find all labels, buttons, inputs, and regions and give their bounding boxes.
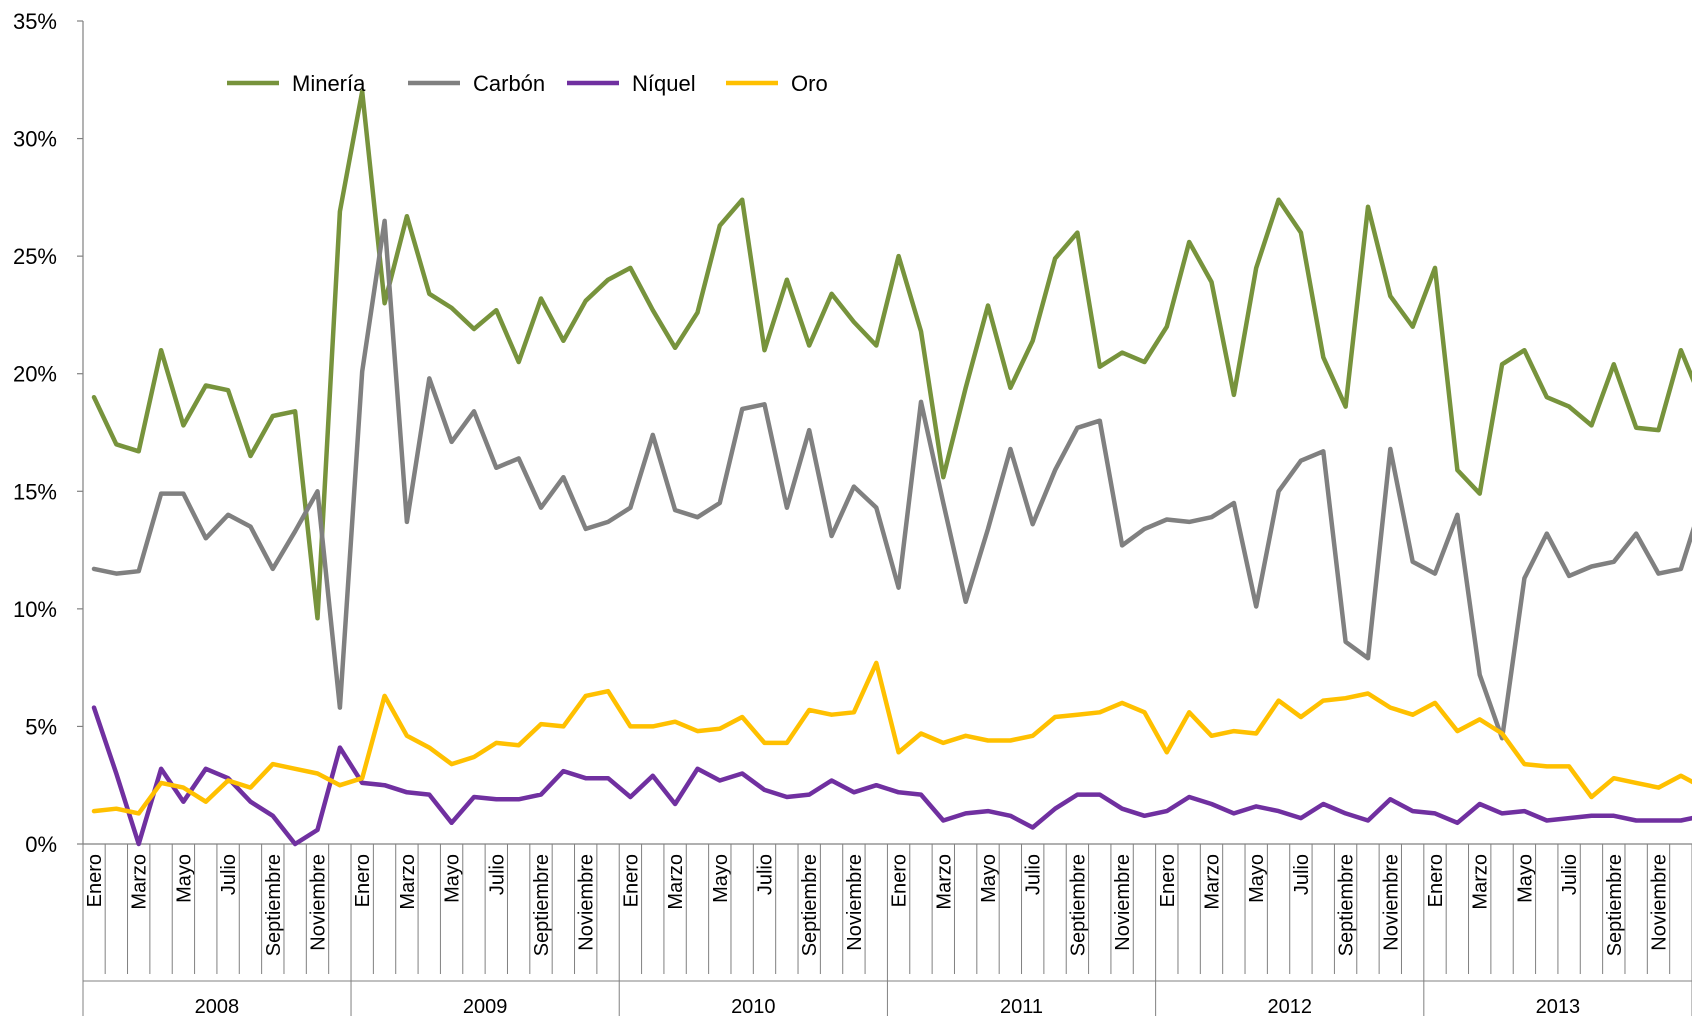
legend-label: Oro	[791, 71, 828, 96]
year-label: 2009	[463, 996, 508, 1016]
legend-label: Níquel	[632, 71, 696, 96]
y-tick-label: 5%	[25, 714, 57, 739]
month-label: Enero	[1157, 854, 1179, 907]
month-label: Noviembre	[1649, 854, 1671, 951]
month-label: Septiembre	[263, 854, 285, 956]
month-label: Mayo	[1514, 854, 1536, 903]
month-label: Marzo	[1470, 854, 1492, 910]
month-label: Enero	[620, 854, 642, 907]
month-label: Septiembre	[799, 854, 821, 956]
year-label: 2010	[731, 996, 776, 1016]
series-line-Oro	[91, 660, 1692, 816]
month-label: Septiembre	[1067, 854, 1089, 956]
legend: Minería Carbón Níquel Oro	[227, 71, 828, 96]
month-label: Marzo	[665, 854, 687, 910]
y-axis: 0% 5% 10% 15% 20% 25% 30% 35%	[13, 9, 84, 857]
year-label: 2008	[195, 996, 240, 1016]
y-tick-label: 15%	[13, 479, 57, 504]
month-label: Mayo	[1246, 854, 1268, 903]
series-line-Níquel	[91, 705, 1692, 847]
month-label: Mayo	[173, 854, 195, 903]
series-line-Carbón	[91, 218, 1692, 741]
y-tick-label: 30%	[13, 127, 57, 152]
month-label: Mayo	[442, 854, 464, 903]
month-label: Noviembre	[576, 854, 598, 951]
series-line-Minería	[91, 89, 1692, 621]
y-tick-label: 20%	[13, 362, 57, 387]
month-label: Marzo	[933, 854, 955, 910]
month-label: Marzo	[397, 854, 419, 910]
month-label: Julio	[218, 854, 240, 895]
month-label: Noviembre	[1380, 854, 1402, 951]
month-label: Noviembre	[844, 854, 866, 951]
month-label: Septiembre	[1336, 854, 1358, 956]
month-label: Julio	[755, 854, 777, 895]
month-label: Noviembre	[1112, 854, 1134, 951]
legend-label: Minería	[292, 71, 366, 96]
month-label: Marzo	[129, 854, 151, 910]
x-axis: Enero Marzo Mayo Julio Septiembre Noviembre 20…	[82, 843, 1692, 1016]
month-label: Enero	[1425, 854, 1447, 907]
month-label: Septiembre	[531, 854, 553, 956]
month-label: Noviembre	[308, 854, 330, 951]
month-label: Septiembre	[1604, 854, 1626, 956]
month-label: Marzo	[1202, 854, 1224, 910]
month-label: Enero	[889, 854, 911, 907]
y-tick-label: 25%	[13, 244, 57, 269]
y-tick-label: 35%	[13, 9, 57, 34]
y-tick-label: 10%	[13, 597, 57, 622]
month-label: Mayo	[710, 854, 732, 903]
month-label: Enero	[352, 854, 374, 907]
year-label: 2013	[1536, 996, 1581, 1016]
plot-area	[91, 89, 1692, 847]
month-label: Julio	[1023, 854, 1045, 895]
month-label: Julio	[1559, 854, 1581, 895]
month-label: Enero	[84, 854, 106, 907]
year-label: 2012	[1267, 996, 1312, 1016]
legend-label: Carbón	[473, 71, 545, 96]
month-label: Mayo	[978, 854, 1000, 903]
month-label: Julio	[486, 854, 508, 895]
y-tick-label: 0%	[25, 832, 57, 857]
month-label: Julio	[1291, 854, 1313, 895]
year-label: 2011	[1000, 996, 1043, 1016]
